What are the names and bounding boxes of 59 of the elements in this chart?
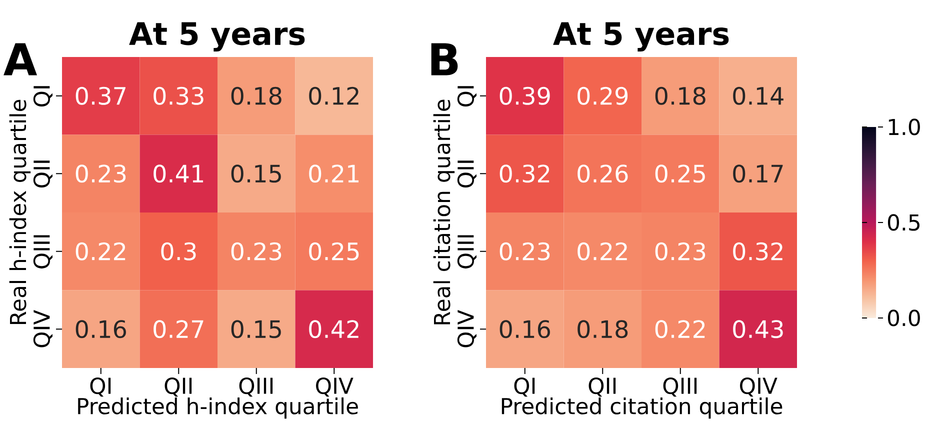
x-tick-label: QIV	[740, 378, 778, 397]
text: A	[4, 43, 38, 76]
x-tick-label: QII	[588, 378, 616, 397]
data-label: 0.32	[733, 242, 782, 260]
data-label: 0.15	[231, 164, 281, 183]
data-label: 0.22	[655, 320, 705, 338]
x-tick-label: QI	[90, 378, 111, 397]
data-label: 0.12	[309, 86, 358, 105]
chart-title: At 5 years	[553, 22, 729, 52]
y-tick-label: QIV	[457, 310, 476, 348]
data-label: 0.26	[578, 164, 628, 183]
data-label: 0.25	[309, 242, 359, 260]
x-tick-label: QIII	[663, 378, 697, 397]
data-label: 0.23	[500, 242, 550, 260]
data-label: 0.22	[578, 242, 627, 260]
data-label: 0.32	[500, 164, 550, 183]
y-tick-label: QII	[457, 160, 476, 188]
y-axis-title: Real citation quartile	[433, 100, 455, 324]
data-label: 0.39	[500, 86, 550, 105]
data-label: 0.17	[733, 164, 783, 183]
y-tick-label: QIII	[457, 235, 476, 268]
color-bar-label: 0.5	[888, 214, 920, 231]
data-label: 0.27	[154, 320, 204, 338]
data-label: 0.16	[76, 320, 126, 338]
x-tick-label: QII	[164, 378, 192, 397]
data-label: 0.3	[161, 242, 196, 260]
data-label: 0.23	[76, 164, 126, 183]
color-bar-label: 1.0	[888, 118, 920, 136]
data-label: 0.16	[500, 320, 550, 338]
data-label: 0.25	[655, 164, 705, 183]
y-tick-label: QIII	[33, 235, 52, 268]
y-axis-title: Real h-index quartile	[9, 100, 31, 324]
y-tick-label: QIV	[33, 310, 52, 348]
data-label: 0.18	[655, 86, 706, 105]
data-label: 0.33	[154, 86, 204, 105]
data-label: 0.41	[154, 164, 204, 183]
y-tick-label: QI	[33, 86, 52, 106]
x-tick-label: QIV	[316, 378, 354, 397]
data-label: 0.29	[578, 86, 628, 105]
x-tick-label: QIII	[239, 378, 273, 397]
data-label: 0.23	[231, 242, 282, 260]
y-tick-label: QI	[457, 86, 476, 106]
color-bar-label: 0.0	[888, 310, 920, 326]
y-tick-label: QII	[33, 160, 52, 188]
data-label: 0.15	[231, 320, 281, 338]
data-label: 0.23	[655, 242, 706, 260]
data-label: 0.18	[578, 320, 628, 338]
x-tick-label: QI	[514, 378, 535, 397]
data-label: 0.37	[76, 86, 126, 105]
x-axis-title: Predicted h-index quartile	[78, 397, 358, 419]
data-label: 0.22	[76, 242, 126, 260]
data-label: 0.42	[309, 320, 358, 338]
data-label: 0.14	[733, 86, 784, 105]
chart-title: At 5 years	[129, 22, 305, 52]
text: B	[431, 43, 458, 76]
data-label: 0.43	[733, 320, 783, 338]
x-axis-title: Predicted citation quartile	[502, 397, 782, 419]
data-label: 0.18	[231, 86, 282, 105]
data-label: 0.21	[309, 164, 359, 183]
